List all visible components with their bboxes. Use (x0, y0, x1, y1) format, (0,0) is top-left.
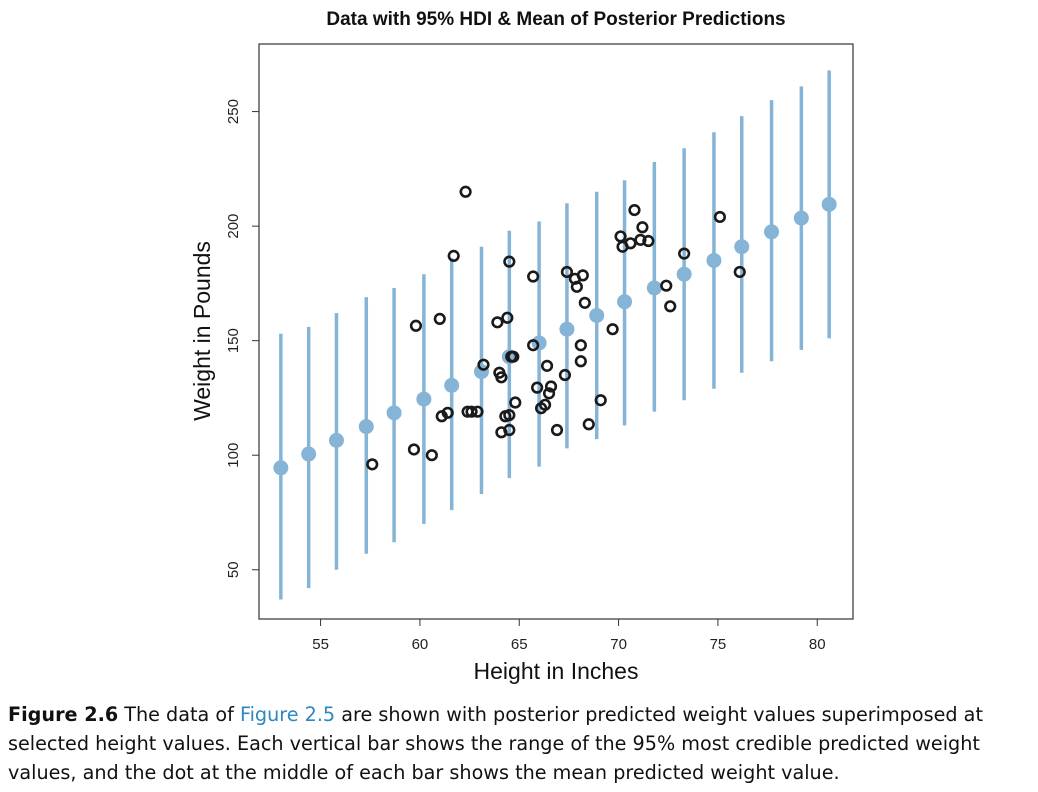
data-point (447, 249, 460, 263)
data-point (574, 339, 587, 352)
caption-text-start: The data of (124, 703, 240, 726)
data-point (465, 405, 478, 418)
mean-prediction-dot (734, 239, 750, 255)
plot-frame (258, 43, 854, 620)
data-point (560, 265, 574, 279)
mean-prediction-dot (764, 224, 780, 240)
mean-prediction-dot (301, 446, 317, 462)
figure-caption: Figure 2.6 The data of Figure 2.5 are sho… (8, 700, 1033, 787)
data-point (578, 296, 591, 309)
data-point (636, 221, 649, 234)
data-point (582, 418, 595, 431)
data-point (425, 449, 438, 462)
x-tick-label: 65 (511, 636, 528, 653)
data-point (459, 185, 472, 198)
mean-prediction-dot (416, 391, 432, 407)
data-point (538, 398, 552, 411)
x-tick-label: 70 (610, 636, 627, 653)
hdi-bars (273, 70, 837, 600)
x-tick-label: 80 (809, 636, 826, 653)
mean-prediction-dot (444, 377, 460, 393)
data-point (503, 409, 516, 422)
data-point (366, 458, 379, 471)
mean-prediction-dot (706, 252, 722, 268)
y-tick-label: 250 (225, 99, 242, 124)
y-tick-label: 100 (225, 443, 242, 468)
mean-prediction-dot (646, 280, 662, 296)
y-axis-label: Weight in Pounds (189, 241, 215, 421)
y-tick-label: 150 (225, 328, 242, 353)
data-point (409, 319, 423, 332)
mean-prediction-dot (793, 210, 809, 226)
figure-number: Figure 2.6 (8, 703, 119, 726)
mean-prediction-dot (559, 321, 575, 337)
data-point (713, 210, 726, 224)
data-point (664, 300, 677, 313)
data-point (594, 394, 607, 407)
data-point (574, 355, 587, 368)
data-point (606, 323, 619, 336)
data-points (366, 185, 746, 471)
data-point (509, 396, 522, 409)
data-point (660, 279, 673, 292)
caption-text-end: are shown with posterior predicted weigh… (8, 703, 983, 784)
data-point (441, 406, 454, 419)
data-point (507, 350, 520, 363)
data-point (407, 443, 421, 456)
data-point (531, 381, 544, 394)
data-point (570, 280, 583, 293)
data-point (628, 203, 641, 217)
mean-prediction-dot (617, 294, 633, 310)
y-tick-label: 50 (225, 561, 242, 578)
mean-prediction-dot (474, 364, 490, 380)
mean-prediction-dot (676, 266, 692, 282)
x-tick-label: 60 (412, 636, 429, 653)
x-axis: 55 60 65 70 75 80 (312, 619, 826, 653)
data-point (501, 311, 514, 324)
data-point (495, 371, 508, 384)
data-point (558, 368, 572, 382)
data-point (542, 387, 556, 400)
data-point (527, 339, 540, 352)
data-point (477, 358, 490, 371)
x-tick-label: 75 (710, 636, 727, 653)
x-axis-label: Height in Inches (474, 658, 639, 684)
data-point (624, 237, 637, 250)
data-point (540, 359, 554, 372)
mean-prediction-dot (328, 432, 344, 448)
figure-link[interactable]: Figure 2.5 (239, 703, 336, 726)
chart-title: Data with 95% HDI & Mean of Posterior Pr… (326, 9, 785, 30)
mean-prediction-dot (821, 196, 837, 212)
mean-prediction-dot (358, 419, 374, 435)
y-tick-label: 200 (225, 214, 242, 239)
data-point (527, 270, 540, 283)
y-axis: 50 100 150 200 250 (225, 99, 259, 578)
mean-prediction-dot (386, 405, 402, 421)
mean-prediction-dot (531, 335, 547, 351)
x-tick-label: 55 (312, 636, 329, 653)
data-point (642, 234, 655, 248)
mean-prediction-dot (589, 307, 605, 323)
data-point (433, 312, 446, 326)
data-point (503, 423, 516, 437)
data-point (634, 233, 647, 246)
data-point (733, 265, 746, 279)
chart: Data with 95% HDI & Mean of Posterior Pr… (189, 9, 854, 684)
mean-prediction-dot (273, 460, 289, 476)
data-point (503, 255, 516, 268)
data-point (678, 247, 691, 260)
data-point (544, 380, 558, 393)
data-point (550, 423, 564, 437)
data-point (576, 269, 589, 282)
data-point (491, 316, 504, 329)
data-point (471, 405, 484, 418)
